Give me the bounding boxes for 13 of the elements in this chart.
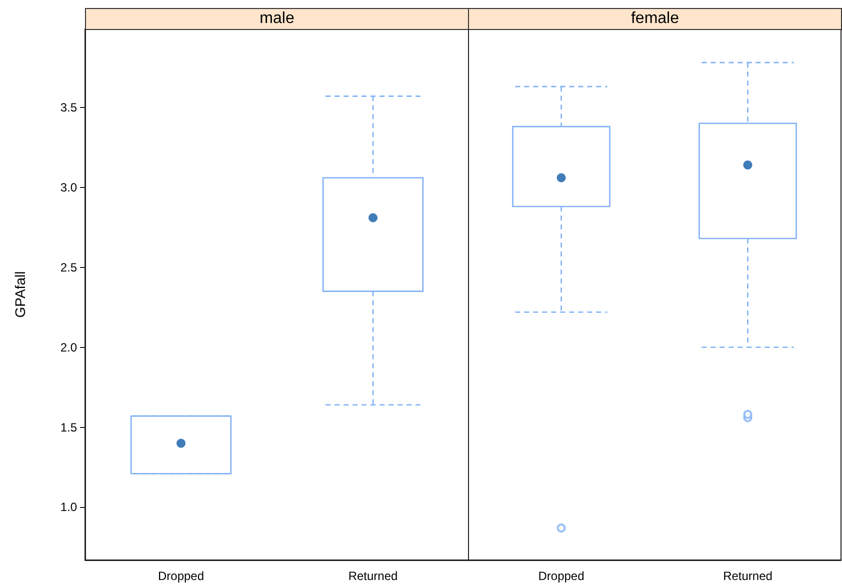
- y-tick-label: 2.0: [60, 340, 78, 354]
- chart-title: male: [85, 8, 469, 30]
- chart-title: female: [468, 8, 842, 30]
- x-tick-label: Dropped: [158, 569, 204, 583]
- y-tick-label: 1.0: [60, 500, 78, 514]
- x-tick-label: Returned: [723, 569, 772, 583]
- x-tick-label: Dropped: [538, 569, 584, 583]
- y-tick-label: 1.5: [60, 420, 78, 434]
- y-axis-title: GPAfall: [12, 271, 28, 318]
- y-tick-label: 2.5: [60, 260, 78, 274]
- y-tick-label: 3.5: [60, 100, 78, 114]
- y-tick-label: 3.0: [60, 180, 78, 194]
- x-tick-label: Returned: [348, 569, 398, 583]
